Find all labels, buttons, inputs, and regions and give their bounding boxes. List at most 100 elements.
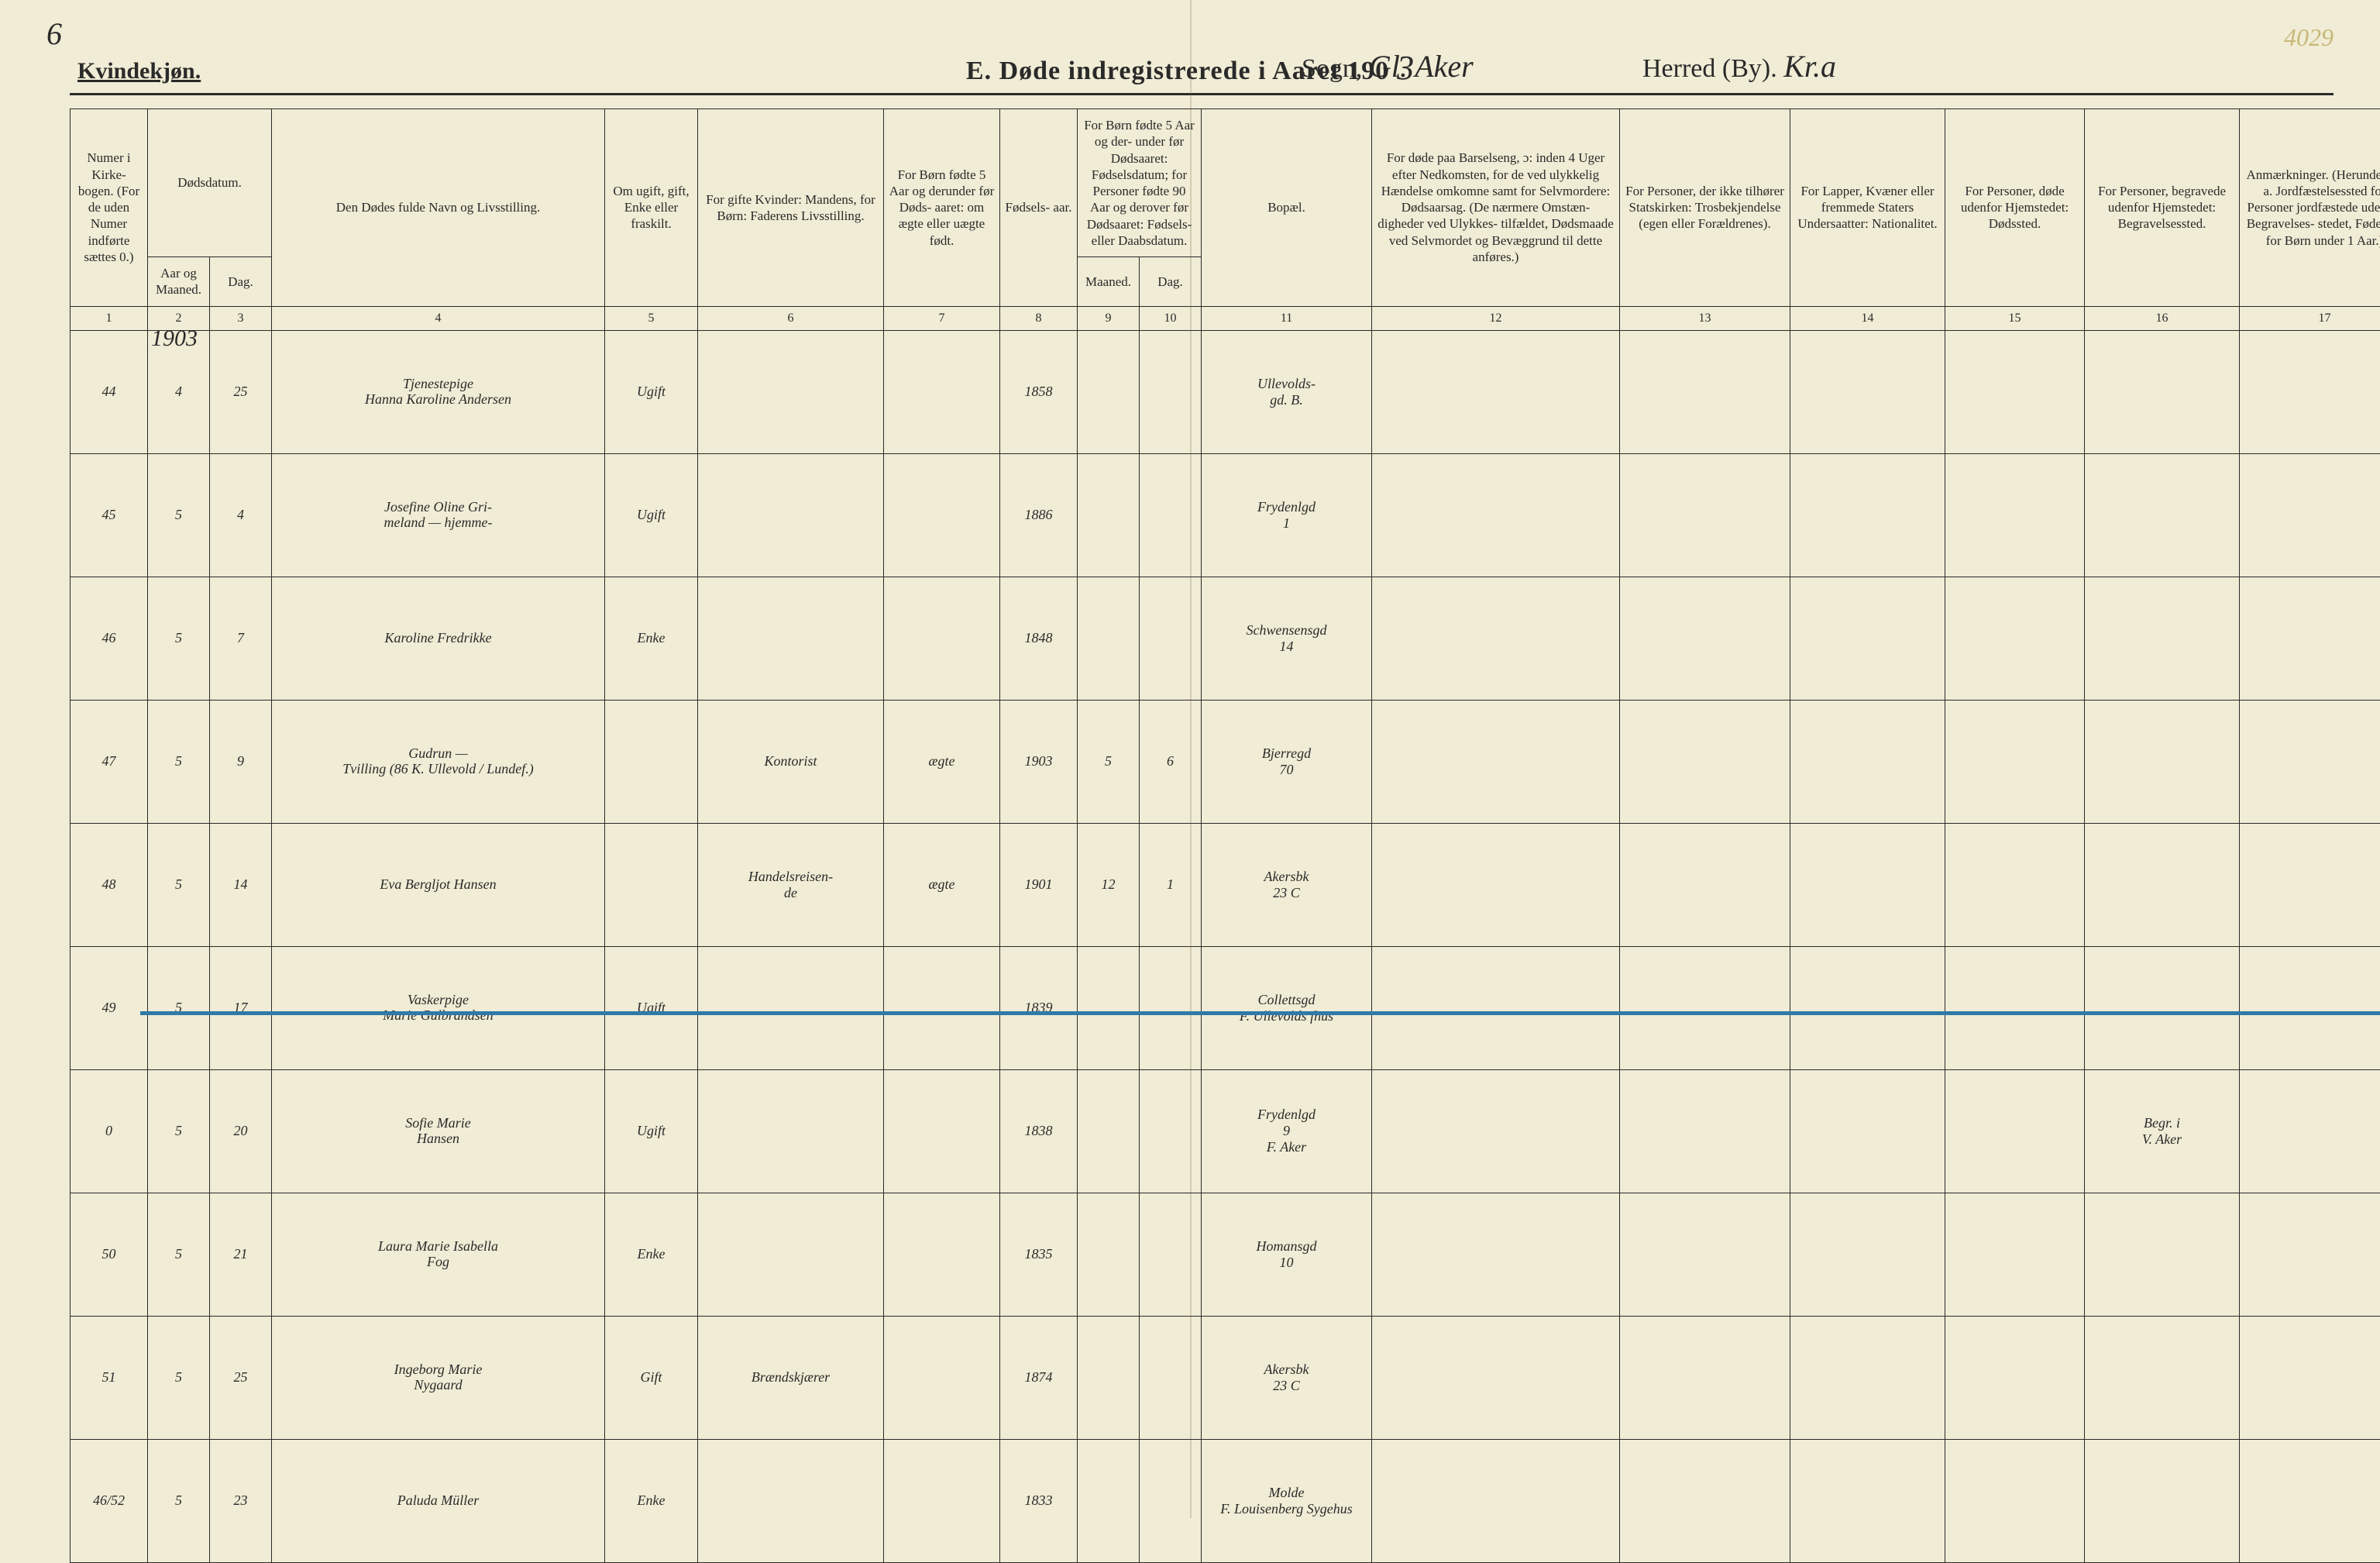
- cell-aarsag: [1372, 453, 1620, 577]
- cell-num: 48: [71, 823, 148, 946]
- hdr-c2b: Dag.: [210, 257, 272, 307]
- cell-num: 46/52: [71, 1439, 148, 1562]
- cell-maaned: 5: [148, 453, 210, 577]
- cell-faar: 1858: [1000, 330, 1078, 453]
- cell-navn: Karoline Fredrikke: [272, 577, 605, 700]
- hdr-c12: For døde paa Barselseng, ɔ: inden 4 Uger…: [1372, 109, 1620, 307]
- cell-num: 49: [71, 946, 148, 1069]
- cell-aarsag: [1372, 330, 1620, 453]
- cell-born5: [884, 330, 1000, 453]
- sogn-label: Sogn,: [1302, 54, 1362, 83]
- colnum: 16: [2085, 306, 2240, 330]
- cell-anm: [2240, 700, 2380, 823]
- table-row: 0520Sofie MarieHansenUgift1838Frydenlgd9…: [71, 1069, 2380, 1193]
- cell-stand: Ugift: [605, 1069, 698, 1193]
- hdr-c1: Numer i Kirke- bogen. (For de uden Numer…: [71, 109, 148, 307]
- cell-begr: [2085, 1316, 2240, 1439]
- table-row: 50521Laura Marie IsabellaFogEnke1835Homa…: [71, 1193, 2380, 1316]
- hdr-c13: For Personer, der ikke tilhører Statskir…: [1620, 109, 1790, 307]
- sogn-value: Gl. Aker: [1369, 49, 1474, 84]
- cell-begr: Begr. iV. Aker: [2085, 1069, 2240, 1193]
- cell-m9: [1078, 453, 1140, 577]
- cell-born5: [884, 946, 1000, 1069]
- colnum: 1: [71, 306, 148, 330]
- colnum: 15: [1945, 306, 2085, 330]
- cell-m9: 12: [1078, 823, 1140, 946]
- hdr-c17: Anmærkninger. (Herunder bl. a. Jordfæste…: [2240, 109, 2380, 307]
- cell-begr: [2085, 1439, 2240, 1562]
- cell-num: 45: [71, 453, 148, 577]
- sogn-block: Sogn, Gl. Aker: [1302, 48, 1474, 84]
- cell-bopel: Homansgd10: [1202, 1193, 1372, 1316]
- cell-anm: [2240, 1193, 2380, 1316]
- cell-dag: 23: [210, 1439, 272, 1562]
- cell-dsted: [1945, 1193, 2085, 1316]
- table-row: 46/52523Paluda MüllerEnke1833MoldeF. Lou…: [71, 1439, 2380, 1562]
- cell-maaned: 5: [148, 1316, 210, 1439]
- hdr-c9b: Dag.: [1140, 257, 1202, 307]
- colnum: 11: [1202, 306, 1372, 330]
- cell-bopel: Akersbk23 C: [1202, 1316, 1372, 1439]
- cell-maaned: 5: [148, 946, 210, 1069]
- cell-nat: [1790, 1193, 1945, 1316]
- cell-dsted: [1945, 453, 2085, 577]
- cell-tros: [1620, 823, 1790, 946]
- cell-bopel: Akersbk23 C: [1202, 823, 1372, 946]
- cell-born5: ægte: [884, 823, 1000, 946]
- cell-stand: Enke: [605, 1439, 698, 1562]
- cell-navn: VaskerpigeMarie Gulbrandsen: [272, 946, 605, 1069]
- hdr-c9-group: For Børn fødte 5 Aar og der- under før D…: [1078, 109, 1202, 257]
- cell-tros: [1620, 453, 1790, 577]
- cell-mand: [698, 1069, 884, 1193]
- cell-nat: [1790, 1069, 1945, 1193]
- colnum: 13: [1620, 306, 1790, 330]
- cell-begr: [2085, 946, 2240, 1069]
- cell-faar: 1901: [1000, 823, 1078, 946]
- cell-born5: [884, 453, 1000, 577]
- cell-navn: Sofie MarieHansen: [272, 1069, 605, 1193]
- cell-aarsag: [1372, 1193, 1620, 1316]
- colnum: 5: [605, 306, 698, 330]
- cell-dag: 14: [210, 823, 272, 946]
- cell-dag: 7: [210, 577, 272, 700]
- cell-stand: Ugift: [605, 330, 698, 453]
- cell-aarsag: [1372, 1316, 1620, 1439]
- cell-navn: Laura Marie IsabellaFog: [272, 1193, 605, 1316]
- colnum: 6: [698, 306, 884, 330]
- table-row: 48514Eva Bergljot HansenHandelsreisen-de…: [71, 823, 2380, 946]
- cell-tros: [1620, 577, 1790, 700]
- hdr-c2a: Aar og Maaned.: [148, 257, 210, 307]
- cell-begr: [2085, 453, 2240, 577]
- table-body: 44425TjenestepigeHanna Karoline Andersen…: [71, 330, 2380, 1562]
- cell-maaned: 5: [148, 1069, 210, 1193]
- cell-navn: Gudrun —Tvilling (86 K. Ullevold / Lunde…: [272, 700, 605, 823]
- hdr-c15: For Personer, døde udenfor Hjemstedet: D…: [1945, 109, 2085, 307]
- cell-dsted: [1945, 577, 2085, 700]
- cell-anm: [2240, 1316, 2380, 1439]
- year-annotation: 1903: [151, 325, 198, 352]
- cell-born5: [884, 1316, 1000, 1439]
- cell-dsted: [1945, 330, 2085, 453]
- colnum: 12: [1372, 306, 1620, 330]
- cell-faar: 1848: [1000, 577, 1078, 700]
- cell-nat: [1790, 330, 1945, 453]
- cell-d10: [1140, 1316, 1202, 1439]
- colnum: 8: [1000, 306, 1078, 330]
- cell-bopel: Ullevolds-gd. B.: [1202, 330, 1372, 453]
- cell-dsted: [1945, 1439, 2085, 1562]
- cell-nat: [1790, 823, 1945, 946]
- cell-tros: [1620, 1069, 1790, 1193]
- cell-mand: [698, 453, 884, 577]
- herred-label: Herred (By).: [1642, 54, 1777, 83]
- cell-nat: [1790, 1316, 1945, 1439]
- cell-aarsag: [1372, 946, 1620, 1069]
- cell-d10: [1140, 577, 1202, 700]
- cell-bopel: CollettsgdF. Ullevolds fhus: [1202, 946, 1372, 1069]
- cell-dag: 20: [210, 1069, 272, 1193]
- hdr-c6: For gifte Kvinder: Mandens, for Børn: Fa…: [698, 109, 884, 307]
- cell-begr: [2085, 823, 2240, 946]
- cell-anm: [2240, 1439, 2380, 1562]
- cell-born5: [884, 1193, 1000, 1316]
- cell-dag: 25: [210, 1316, 272, 1439]
- cell-mand: Handelsreisen-de: [698, 823, 884, 946]
